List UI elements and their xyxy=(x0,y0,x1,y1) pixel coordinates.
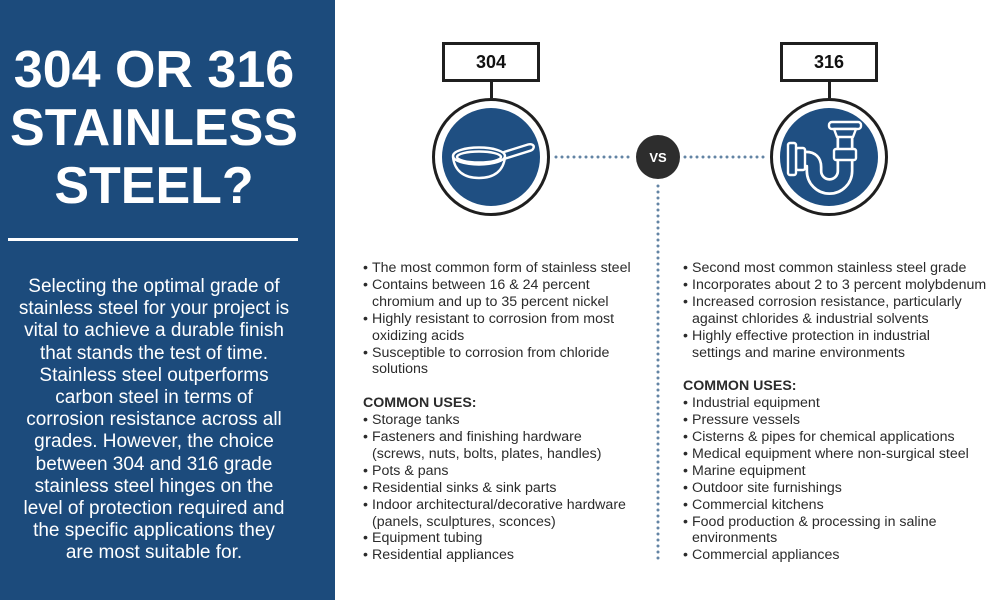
grade-304-label: 304 xyxy=(442,42,540,82)
left-panel: 304 OR 316 STAINLESS STEEL? Selecting th… xyxy=(0,0,335,600)
intro-line: stainless steel hinges on the xyxy=(34,475,274,497)
badge-ring xyxy=(770,98,888,216)
use-item: Food production & processing in saline e… xyxy=(683,514,995,548)
grade-304-badge xyxy=(432,98,550,216)
label-connector xyxy=(489,82,493,98)
use-item: Residential appliances xyxy=(363,547,648,564)
intro-line: are most suitable for. xyxy=(65,542,243,564)
intro-line: carbon steel in terms of xyxy=(55,387,253,409)
grade-304-uses: Storage tanks Fasteners and finishing ha… xyxy=(363,412,648,564)
use-item: Commercial kitchens xyxy=(683,497,995,514)
badge-ring xyxy=(432,98,550,216)
property-item: Incorporates about 2 to 3 percent molybd… xyxy=(683,277,995,294)
intro-line: that stands the test of time. xyxy=(39,342,269,364)
title-divider xyxy=(8,238,298,241)
grade-316-details: Second most common stainless steel grade… xyxy=(683,260,995,564)
intro-line: the specific applications they xyxy=(33,520,275,542)
title-line: 304 OR 316 xyxy=(13,41,295,99)
badge-disk xyxy=(442,108,540,206)
label-connector xyxy=(827,82,831,98)
property-item: Highly effective protection in industria… xyxy=(683,328,995,362)
use-item: Fasteners and finishing hardware (screws… xyxy=(363,429,648,463)
vs-badge: VS xyxy=(636,135,680,179)
title-line: STAINLESS xyxy=(10,99,298,157)
vs-label: VS xyxy=(649,149,667,165)
grade-304-properties: The most common form of stainless steel … xyxy=(363,260,648,378)
grade-316-badge xyxy=(770,98,888,216)
grade-316-uses: Industrial equipment Pressure vessels Ci… xyxy=(683,395,995,564)
use-item: Indoor architectural/decorative hardware… xyxy=(363,497,648,531)
intro-line: corrosion resistance across all xyxy=(26,409,282,431)
page-title: 304 OR 316 STAINLESS STEEL? xyxy=(0,41,308,215)
intro-paragraph: Selecting the optimal grade of stainless… xyxy=(0,276,308,565)
intro-line: stainless steel for your project is xyxy=(18,298,290,320)
title-line: STEEL? xyxy=(54,157,254,215)
intro-line: between 304 and 316 grade xyxy=(35,453,273,475)
grade-316-label: 316 xyxy=(780,42,878,82)
use-item: Pressure vessels xyxy=(683,412,995,429)
use-item: Commercial appliances xyxy=(683,547,995,564)
intro-line: grades. However, the choice xyxy=(34,431,274,453)
property-item: Second most common stainless steel grade xyxy=(683,260,995,277)
grade-316-properties: Second most common stainless steel grade… xyxy=(683,260,995,361)
property-item: Increased corrosion resistance, particul… xyxy=(683,294,995,328)
use-item: Pots & pans xyxy=(363,463,648,480)
frying-pan-icon xyxy=(451,142,535,180)
use-item: Marine equipment xyxy=(683,463,995,480)
property-item: Susceptible to corrosion from chloride s… xyxy=(363,345,648,379)
use-item: Storage tanks xyxy=(363,412,648,429)
property-item: Contains between 16 & 24 percent chromiu… xyxy=(363,277,648,311)
use-item: Residential sinks & sink parts xyxy=(363,480,648,497)
common-uses-heading: COMMON USES: xyxy=(683,378,797,395)
common-uses-heading: COMMON USES: xyxy=(363,395,477,412)
sink-drain-pipe-icon xyxy=(786,120,863,195)
use-item: Equipment tubing xyxy=(363,530,648,547)
use-item: Cisterns & pipes for chemical applicatio… xyxy=(683,429,995,446)
use-item: Medical equipment where non-surgical ste… xyxy=(683,446,995,463)
intro-line: Stainless steel outperforms xyxy=(39,364,269,386)
property-item: Highly resistant to corrosion from most … xyxy=(363,311,648,345)
use-item: Industrial equipment xyxy=(683,395,995,412)
property-item: The most common form of stainless steel xyxy=(363,260,648,277)
intro-line: vital to achieve a durable finish xyxy=(24,320,284,342)
intro-line: level of protection required and xyxy=(23,498,285,520)
use-item: Outdoor site furnishings xyxy=(683,480,995,497)
intro-line: Selecting the optimal grade of xyxy=(28,276,280,297)
grade-304-details: The most common form of stainless steel … xyxy=(363,260,648,564)
